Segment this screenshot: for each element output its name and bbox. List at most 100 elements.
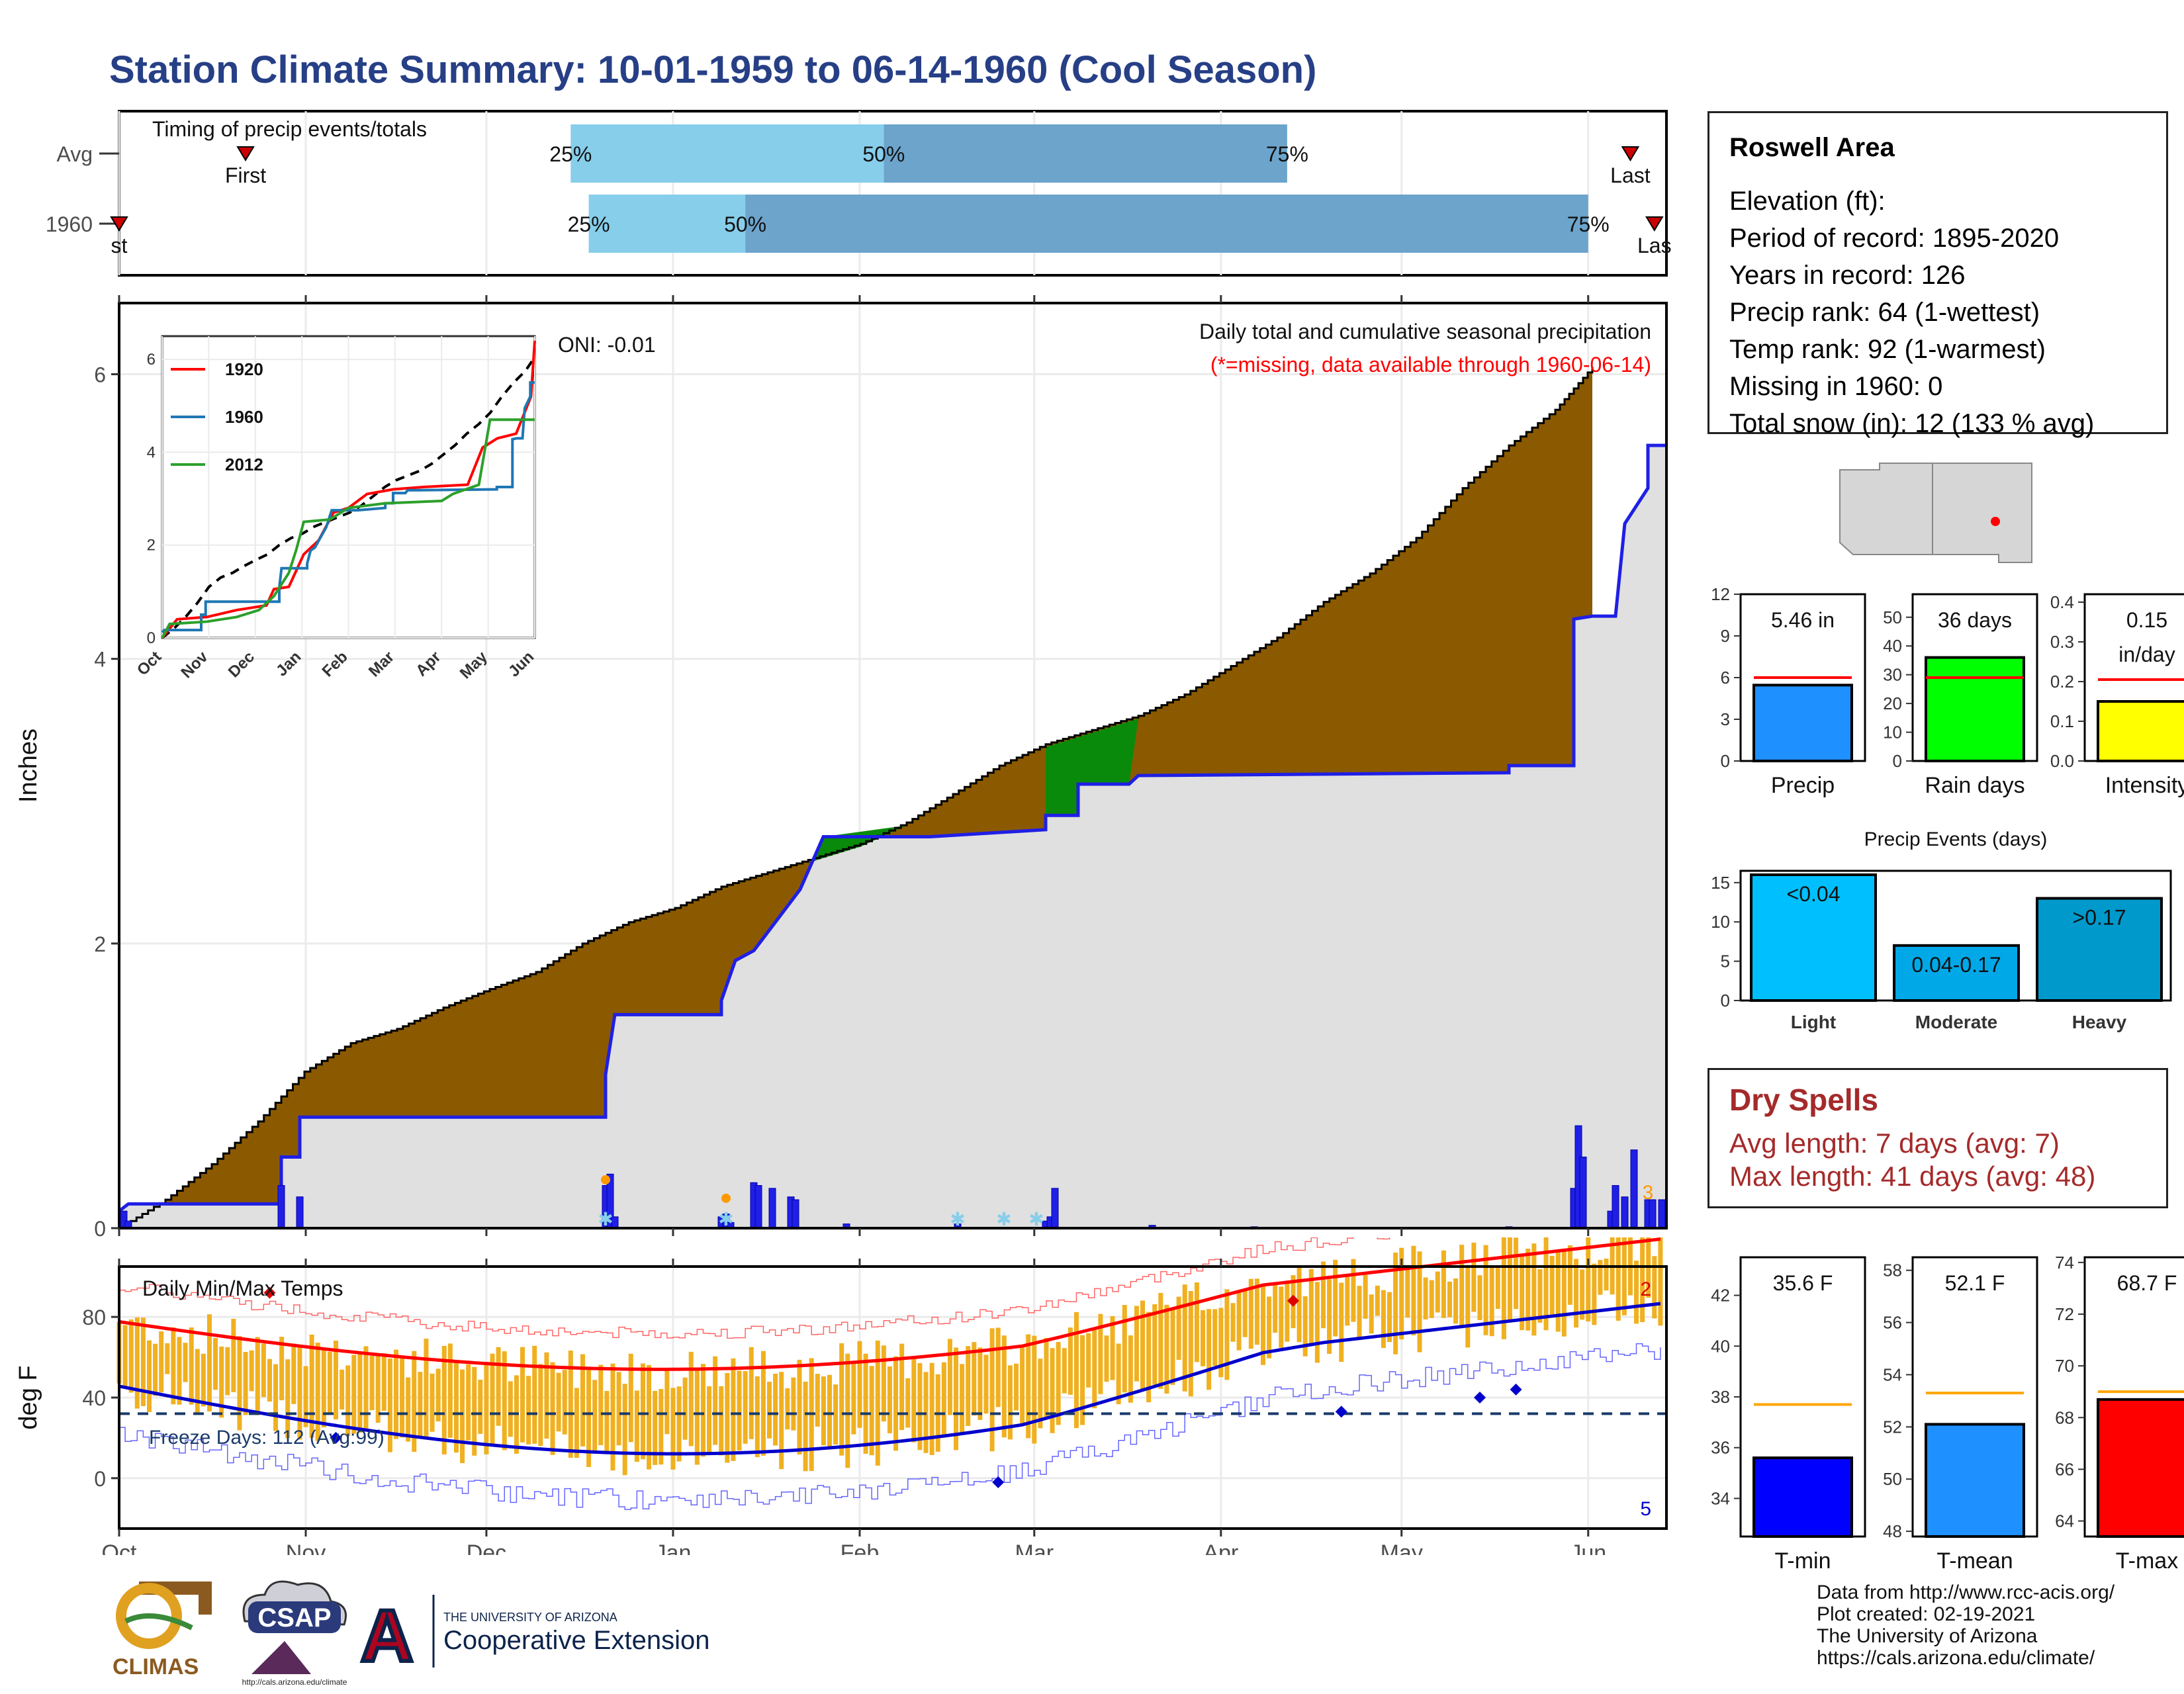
inset-legend-label: 1920 (225, 359, 263, 379)
temp-daily-bar (694, 1370, 700, 1465)
events-title: Precip Events (days) (1864, 828, 2048, 850)
temp-daily-bar (1369, 1294, 1374, 1334)
temp-daily-bar (881, 1345, 886, 1422)
temp-daily-bar (1381, 1290, 1386, 1349)
temp-record-min-line (119, 1343, 1661, 1510)
temp-daily-bar (1483, 1245, 1488, 1335)
temp-value-label: 68.7 F (2117, 1271, 2177, 1295)
temp-daily-bar (1327, 1279, 1332, 1354)
temp-daily-bar (670, 1388, 676, 1470)
precip-daily-bar (1649, 1199, 1657, 1229)
season-ytick-label: 0.3 (2050, 632, 2074, 652)
inset-legend-label: 2012 (225, 455, 263, 474)
temp-daily-bar (1634, 1261, 1639, 1324)
temp-daily-bar (369, 1356, 375, 1411)
temp-daily-bar (1236, 1292, 1242, 1351)
temp-daily-bar (1423, 1277, 1428, 1319)
events-bar-label: 0.04-0.17 (1911, 953, 2001, 977)
temp-daily-bar (219, 1346, 224, 1418)
temp-daily-bar (899, 1343, 905, 1431)
temp-daily-bar (653, 1390, 658, 1465)
oni-label: ONI: -0.01 (558, 333, 656, 357)
season-ytick-label: 0 (1721, 751, 1730, 771)
temp-bar (1925, 1423, 2025, 1538)
precip-title: Daily total and cumulative seasonal prec… (1199, 320, 1651, 343)
temp-daily-bar (1122, 1305, 1127, 1393)
temp-daily-bar (1411, 1245, 1416, 1336)
temp-daily-bar (134, 1317, 140, 1409)
season-bar (1925, 656, 2025, 762)
inset-ytick-label: 2 (147, 537, 156, 555)
temp-daily-bar (773, 1373, 778, 1446)
temp-daily-bar (387, 1358, 392, 1452)
precip-chart: ✱ ✱ ✱ ✱ ✱ 0 2 4 6 Inches Daily total and cumulativ… (15, 295, 1668, 1237)
precip-daily-bar (1612, 1184, 1619, 1229)
temp-daily-bar (1604, 1259, 1609, 1291)
timing-marker (236, 146, 255, 161)
temp-daily-bar (1375, 1285, 1380, 1316)
temp-daily-bar (586, 1370, 592, 1467)
temperature-chart: 0 40 80 Oct Nov Dec Jan Feb Mar Apr May Jun deg F Dai… (15, 1237, 1668, 1555)
timing-marker-label: Last (1610, 163, 1651, 187)
inset-ytick-label: 0 (147, 629, 156, 647)
temp-daily-bar (1574, 1259, 1579, 1328)
temp-daily-bar (616, 1372, 621, 1446)
temp-daily-bar (478, 1380, 483, 1434)
temp-daily-bar (1188, 1291, 1193, 1397)
temps-xtick-label: Mar (1015, 1540, 1054, 1555)
temp-daily-bar (255, 1337, 260, 1415)
events-bar (2036, 897, 2163, 1002)
temp-value-label: 52.1 F (1945, 1271, 2005, 1295)
temp-ytick-label: 40 (1711, 1336, 1730, 1356)
temp-daily-bar (381, 1353, 387, 1411)
temp-daily-bar (1514, 1237, 1519, 1310)
timing-bar-50-75 (745, 195, 1588, 253)
season-ytick-label: 30 (1883, 665, 1902, 685)
station-line-missing: Missing in 1960: 0 (1729, 372, 1943, 401)
season-category-label: Precip (1771, 773, 1835, 798)
temp-daily-bar (556, 1372, 561, 1432)
ua-line1: THE UNIVERSITY OF ARIZONA (443, 1611, 617, 1624)
events-category-label: Moderate (1915, 1012, 1997, 1032)
timing-marker (1621, 146, 1640, 161)
temp-daily-bar (128, 1319, 134, 1393)
timing-marker-label: First (225, 163, 266, 187)
temp-ytick-label: 58 (1883, 1261, 1902, 1280)
map-station-dot (1991, 517, 2000, 526)
temp-daily-bar (972, 1342, 977, 1416)
temp-daily-bar (189, 1327, 194, 1405)
temp-daily-bar (743, 1371, 748, 1444)
temp-daily-bar (911, 1359, 917, 1443)
temp-daily-bar (610, 1363, 615, 1471)
precip-avg-line (119, 367, 1594, 1229)
temp-record-high-marker (263, 1286, 276, 1299)
precip-daily-bar (1621, 1196, 1629, 1229)
temp-daily-bar (604, 1391, 610, 1453)
temp-daily-bar (1537, 1269, 1543, 1323)
temp-daily-bar (1230, 1303, 1236, 1342)
temp-daily-bar (1020, 1347, 1025, 1423)
temp-daily-bar (363, 1346, 369, 1431)
temp-daily-bar (526, 1376, 531, 1445)
temp-daily-bar (1170, 1309, 1175, 1385)
temps-ytick-label: 40 (82, 1386, 106, 1410)
temp-daily-bar (713, 1356, 718, 1445)
temp-daily-bar (1441, 1250, 1446, 1318)
temp-daily-bar (357, 1351, 363, 1433)
temp-daily-bar (978, 1347, 983, 1420)
snow-marker: ✱ (996, 1209, 1011, 1229)
temp-daily-bar (737, 1370, 742, 1451)
temp-daily-bar (1592, 1263, 1597, 1325)
temp-daily-bar (1224, 1289, 1230, 1380)
temp-daily-bar (1201, 1310, 1206, 1366)
temp-daily-bar (1453, 1278, 1459, 1324)
credit-data-source: Data from http://www.rcc-acis.org/ (1817, 1582, 2115, 1603)
climas-text: CLIMAS (113, 1654, 199, 1679)
events-ytick-label: 10 (1711, 912, 1730, 932)
precip-corner-count: 3 (1643, 1182, 1654, 1204)
temp-daily-bar (1405, 1267, 1410, 1318)
temp-daily-bar (1501, 1237, 1506, 1339)
temp-daily-bar (688, 1351, 694, 1447)
precip-daily-bar (296, 1196, 304, 1229)
temp-record-low-marker (1510, 1383, 1522, 1396)
